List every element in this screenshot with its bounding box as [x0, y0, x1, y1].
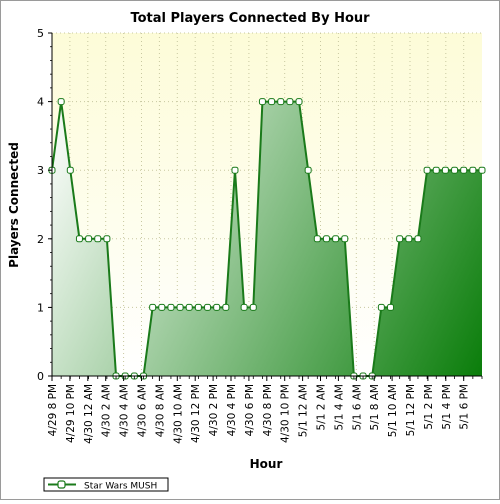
x-tick-label: 4/30 2 PM: [208, 384, 220, 436]
data-point: [387, 303, 395, 311]
y-ticks: 0 1 2 3 4 5: [37, 27, 52, 383]
x-tick-label: 5/1 6 AM: [351, 384, 363, 431]
data-point: [249, 303, 257, 311]
data-point: [451, 166, 459, 174]
data-point: [304, 166, 312, 174]
y-tick-label: 3: [37, 164, 44, 177]
x-tick-label: 5/1 10 AM: [387, 384, 399, 437]
data-point: [423, 166, 431, 174]
data-point: [414, 235, 422, 243]
y-tick-label: 2: [37, 233, 44, 246]
data-point: [469, 166, 477, 174]
x-tick-label: 4/30 8 PM: [262, 384, 274, 436]
data-point: [75, 235, 83, 243]
data-point: [204, 303, 212, 311]
data-point: [176, 303, 184, 311]
legend-marker-swatch: [57, 480, 66, 489]
data-point: [341, 235, 349, 243]
data-point: [158, 303, 166, 311]
data-point: [85, 235, 93, 243]
x-tick-label: 5/1 12 AM: [298, 384, 310, 437]
data-point: [332, 235, 340, 243]
data-point: [478, 166, 486, 174]
data-point: [103, 235, 111, 243]
x-tick-label: 5/1 2 AM: [316, 384, 328, 431]
x-tick-label: 4/29 10 PM: [65, 384, 77, 443]
data-point: [377, 303, 385, 311]
data-point: [313, 235, 321, 243]
x-tick-label: 4/30 2 AM: [101, 384, 113, 437]
x-tick-label: 5/1 2 PM: [423, 384, 435, 430]
data-point: [149, 303, 157, 311]
data-point: [460, 166, 468, 174]
x-axis-label: Hour: [250, 457, 283, 471]
legend: Star Wars MUSH: [43, 477, 169, 492]
data-point: [66, 166, 74, 174]
x-tick-label: 4/30 4 AM: [119, 384, 131, 437]
x-tick-label: 4/29 8 PM: [47, 384, 59, 436]
data-point: [231, 166, 239, 174]
x-ticks: 4/29 8 PM 4/29 10 PM 4/30 12 AM 4/30 2 AM 4/…: [47, 376, 483, 444]
x-tick-label: 5/1 12 PM: [405, 384, 417, 436]
y-tick-label: 5: [37, 27, 44, 40]
x-tick-label: 5/1 4 PM: [441, 384, 453, 430]
data-point: [167, 303, 175, 311]
legend-box: [43, 477, 169, 492]
data-point: [94, 235, 102, 243]
data-point: [240, 303, 248, 311]
x-tick-label: 4/30 4 PM: [226, 384, 238, 436]
x-tick-label: 5/1 4 AM: [333, 384, 345, 431]
data-point: [396, 235, 404, 243]
data-point: [185, 303, 193, 311]
data-point: [222, 303, 230, 311]
data-point: [322, 235, 330, 243]
x-tick-label: 4/30 10 PM: [280, 384, 292, 443]
x-tick-label: 4/30 12 PM: [190, 384, 202, 443]
data-point: [277, 98, 285, 106]
x-tick-label: 4/30 8 AM: [154, 384, 166, 437]
data-point: [258, 98, 266, 106]
data-point: [286, 98, 294, 106]
data-point: [268, 98, 276, 106]
x-tick-label: 4/30 6 AM: [137, 384, 149, 437]
y-tick-label: 1: [37, 301, 44, 314]
data-point: [213, 303, 221, 311]
data-point: [57, 98, 65, 106]
y-tick-label: 4: [37, 96, 44, 109]
data-point: [194, 303, 202, 311]
x-tick-label: 4/30 10 AM: [172, 384, 184, 444]
x-tick-label: 4/30 12 AM: [83, 384, 95, 444]
y-axis-label: Players Connected: [7, 142, 21, 268]
data-point: [432, 166, 440, 174]
chart-title: Total Players Connected By Hour: [130, 11, 370, 26]
x-tick-label: 5/1 8 AM: [369, 384, 381, 431]
x-tick-label: 5/1 6 PM: [459, 384, 471, 430]
x-tick-label: 4/30 6 PM: [244, 384, 256, 436]
y-tick-label: 0: [37, 370, 44, 383]
data-point: [441, 166, 449, 174]
data-point: [405, 235, 413, 243]
data-point: [295, 98, 303, 106]
legend-label: Star Wars MUSH: [84, 482, 157, 492]
